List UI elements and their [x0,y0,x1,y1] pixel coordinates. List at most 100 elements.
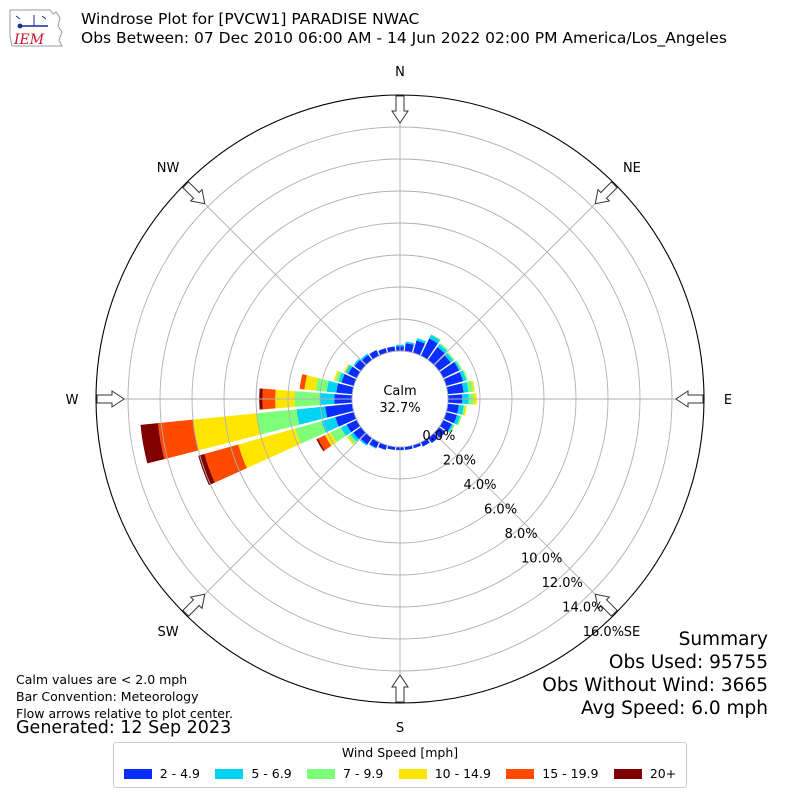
iem-logo-text: IEM [13,32,45,48]
bar-240deg-15-19.9 [317,435,332,451]
legend-swatch [307,768,336,779]
bar-260deg-20 [140,423,165,464]
ring-16 [95,94,705,704]
bar-100deg-10-14.9 [463,405,467,416]
bar-310deg-5-6.9 [353,358,360,367]
ring-14 [127,126,673,672]
bar-300deg-2-4.9 [348,366,361,379]
flow-arrows-note: Flow arrows relative to plot center. [16,706,233,721]
radial-tick-label-12: 12.0% [542,576,583,591]
legend-swatch [215,768,244,779]
legend-item: 2 - 4.9 [123,766,200,781]
bar-100deg-7-9.9 [462,405,466,416]
calm-label: Calm [383,384,416,399]
bar-250deg-15-19.9 [204,444,247,483]
bar-290deg-10-14.9 [333,370,339,381]
bar-230deg-7-9.9 [348,434,357,444]
bar-50deg-7-9.9 [446,352,455,361]
windrose-labels: N NE E SE S SW W NW 0.0% 2.0% 4.0% 6.0% 8.0% 10.0% 12.… [66,65,733,736]
flow-arrow-W [96,390,125,408]
bar-40deg-7-9.9 [439,343,449,351]
bar-290deg-2-4.9 [341,373,357,387]
bar-230deg-10-14.9 [346,436,355,445]
ring-4 [287,286,513,512]
ring-10 [191,190,609,608]
page-title: Windrose Plot for [PVCW1] PARADISE NWAC [81,10,420,28]
bar-280deg-10-14.9 [304,375,318,391]
ring-0 [351,350,449,448]
flow-arrow-NE [594,181,618,205]
flow-arrow-E [675,390,704,408]
legend-label: 2 - 4.9 [159,766,200,781]
bar-320deg-2-4.9 [362,354,372,365]
summary-panel: Summary Obs Used: 95755 Obs Without Wind… [542,628,768,720]
calm-note: Calm values are < 2.0 mph [16,672,188,687]
bar-300deg-10-14.9 [343,363,350,373]
bar-220deg-5-6.9 [359,439,368,446]
bar-200deg-2-4.9 [378,442,388,450]
bar-250deg-7-9.9 [295,421,326,444]
bar-230deg-5-6.9 [350,432,359,442]
flow-arrow-SW [182,593,206,617]
legend-item: 7 - 9.9 [307,766,383,781]
direction-label-NW: NW [157,161,180,176]
radial-tick-label-16: 16.0% [583,625,624,640]
direction-label-S: S [396,721,404,736]
direction-label-SW: SW [158,625,179,640]
direction-label-W: W [66,393,79,408]
bar-280deg-5-6.9 [326,380,338,393]
bar-60deg-7-9.9 [455,360,462,370]
legend-items: 2 - 4.9 5 - 6.9 7 - 9.9 10 - 14.9 15 - 19.9 2… [114,766,686,781]
bar-250deg-20 [198,453,215,486]
flow-arrow-S [391,674,409,703]
ring-12 [159,158,641,640]
summary-title: Summary [678,629,768,650]
bar-240deg-2-4.9 [346,419,361,433]
summary-obs-without-wind: Obs Without Wind: 3665 [542,675,768,696]
bar-20deg-5-6.9 [416,338,427,344]
bar-80deg-7-9.9 [466,380,474,393]
bar-110deg-2-4.9 [443,411,457,424]
bar-120deg-2-4.9 [439,419,452,432]
bar-30deg-2-4.9 [420,338,438,360]
bar-10deg-5-6.9 [405,341,415,345]
bar-290deg-7-9.9 [335,371,342,382]
bar-280deg-7-9.9 [315,378,329,392]
windrose-bars [140,334,477,486]
legend-label: 5 - 6.9 [251,766,292,781]
bar-80deg-2-4.9 [446,383,464,395]
summary-avg-speed: Avg Speed: 6.0 mph [580,698,768,719]
bar-280deg-15-19.9 [299,374,307,390]
bar-110deg-5-6.9 [453,415,461,425]
legend-item: 5 - 6.9 [215,766,292,781]
bar-30deg-7-9.9 [430,334,441,341]
bar-50deg-5-6.9 [444,353,454,363]
bar-140deg-2-4.9 [428,433,438,444]
bar-230deg-2-4.9 [353,427,366,440]
ring-6 [255,254,545,544]
bar-120deg-7-9.9 [448,424,455,434]
bar-210deg-2-4.9 [369,438,380,449]
radial-tick-label-4: 4.0% [463,478,496,493]
flow-arrow-NW [182,181,206,205]
legend-label: 15 - 19.9 [542,766,599,781]
direction-label-SE: SE [624,625,640,640]
legend-label: 7 - 9.9 [343,766,384,781]
radial-tick-label-8: 8.0% [505,527,538,542]
bar-300deg-5-6.9 [345,364,353,375]
radial-tick-label-10: 10.0% [521,551,562,566]
bar-150deg-2-4.9 [420,438,430,447]
bar-250deg-2-4.9 [335,411,357,427]
radial-tick-label-2: 2.0% [443,453,476,468]
bar-100deg-5-6.9 [457,404,464,415]
bar-80deg-10-14.9 [471,380,475,392]
page-subtitle: Obs Between: 07 Dec 2010 06:00 AM - 14 J… [81,29,727,47]
bar-40deg-2-4.9 [428,347,445,365]
legend-swatch [613,768,642,779]
legend-label: 20+ [649,766,677,781]
bar-340deg-2-4.9 [378,348,388,356]
bar-290deg-5-6.9 [338,372,345,383]
legend-swatch [398,768,427,779]
ring-2 [319,318,481,480]
